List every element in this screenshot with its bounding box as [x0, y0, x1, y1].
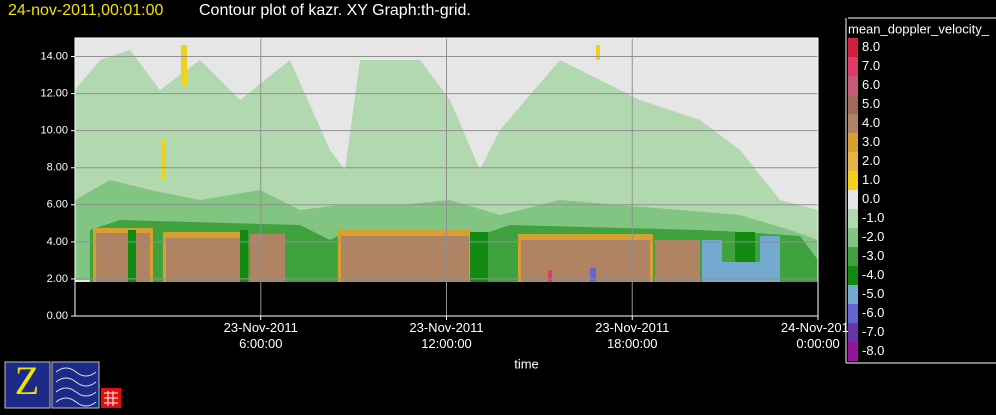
contour-region — [590, 268, 596, 282]
colorbar-label: 2.0 — [862, 153, 880, 168]
colorbar-label: 4.0 — [862, 115, 880, 130]
y-tick-label: 4.00 — [47, 236, 68, 248]
colorbar-label: -8.0 — [862, 343, 884, 358]
colorbar-label: -5.0 — [862, 286, 884, 301]
x-tick-label: 23-Nov-2011 12:00:00 — [409, 320, 483, 351]
contour-icon-lines — [55, 367, 97, 407]
contour-region — [96, 233, 150, 282]
colorbar-swatch — [848, 247, 858, 266]
colorbar-swatch — [848, 76, 858, 95]
y-tick-label: 10.00 — [40, 125, 68, 137]
colorbar-label: 6.0 — [862, 77, 880, 92]
contour-region — [181, 45, 187, 85]
colorbar-swatch — [848, 266, 858, 285]
colorbar-label: 5.0 — [862, 96, 880, 111]
y-tick-label: 0.00 — [47, 310, 68, 322]
y-tick-label: 8.00 — [47, 162, 68, 174]
colorbar-title: mean_doppler_velocity_ — [848, 21, 990, 36]
x-tick-label: 23-Nov-2011 18:00:00 — [595, 320, 669, 351]
contour-region — [128, 230, 136, 282]
colorbar-label: -1.0 — [862, 210, 884, 225]
colorbar-swatch — [848, 57, 858, 76]
colorbar-swatch — [848, 304, 858, 323]
colorbar-label: -2.0 — [862, 229, 884, 244]
colorbar-swatch — [848, 133, 858, 152]
grid-button-lines — [104, 391, 118, 406]
contour-region — [341, 236, 469, 282]
x-tick-label: 23-Nov-2011 6:00:00 — [224, 320, 298, 351]
y-tick-label: 14.00 — [40, 50, 68, 62]
colorbar-label: 7.0 — [862, 58, 880, 73]
contour-region — [166, 238, 240, 282]
colorbar-label: 0.0 — [862, 191, 880, 206]
colorbar-label: 1.0 — [862, 172, 880, 187]
logo-icons: Z — [4, 358, 121, 409]
colorbar-swatch — [848, 209, 858, 228]
contour-region — [655, 240, 700, 282]
contour-region — [596, 45, 600, 60]
contour-region — [162, 140, 166, 180]
colorbar-label: -4.0 — [862, 267, 884, 282]
x-tick-label: 24-Nov-2011 0:00:00 — [781, 320, 855, 351]
z-icon — [4, 361, 51, 409]
plot-frame — [74, 37, 819, 317]
contour-region — [720, 262, 760, 282]
contour-region — [240, 230, 248, 282]
z-glyph: Z — [15, 358, 39, 403]
colorbar-swatch — [848, 38, 858, 57]
y-tick-label: 6.00 — [47, 199, 68, 211]
colorbar-label: 8.0 — [862, 39, 880, 54]
colorbar-label: 3.0 — [862, 134, 880, 149]
colorbar-swatch — [848, 171, 858, 190]
colorbar-swatch — [848, 285, 858, 304]
contour-region — [470, 232, 488, 282]
colorbar-swatch — [848, 95, 858, 114]
contour-region — [250, 234, 285, 282]
colorbar-label: -3.0 — [862, 248, 884, 263]
colorbar-label: -6.0 — [862, 305, 884, 320]
contour-region — [760, 236, 780, 282]
y-tick-label: 2.00 — [47, 273, 68, 285]
colorbar-swatch — [848, 114, 858, 133]
x-axis-label: time — [514, 356, 539, 371]
chart-title: Contour plot of kazr. XY Graph:th-grid. — [199, 2, 471, 19]
colorbar-swatch — [848, 152, 858, 171]
colorbar-label: -7.0 — [862, 324, 884, 339]
contour-region — [548, 270, 552, 282]
colorbar-swatch — [848, 342, 858, 361]
colorbar-swatch — [848, 323, 858, 342]
colorbar-swatch — [848, 228, 858, 247]
contour-region — [521, 240, 650, 282]
colorbar-swatch — [848, 190, 858, 209]
contour-region — [702, 240, 722, 282]
axes: 0.00 2.00 4.00 6.00 8.00 10.00 12.00 14.00 23-No… — [40, 17, 996, 371]
y-tick-label: 12.00 — [40, 88, 68, 100]
timestamp: 24-nov-2011,00:01:00 — [8, 2, 163, 19]
